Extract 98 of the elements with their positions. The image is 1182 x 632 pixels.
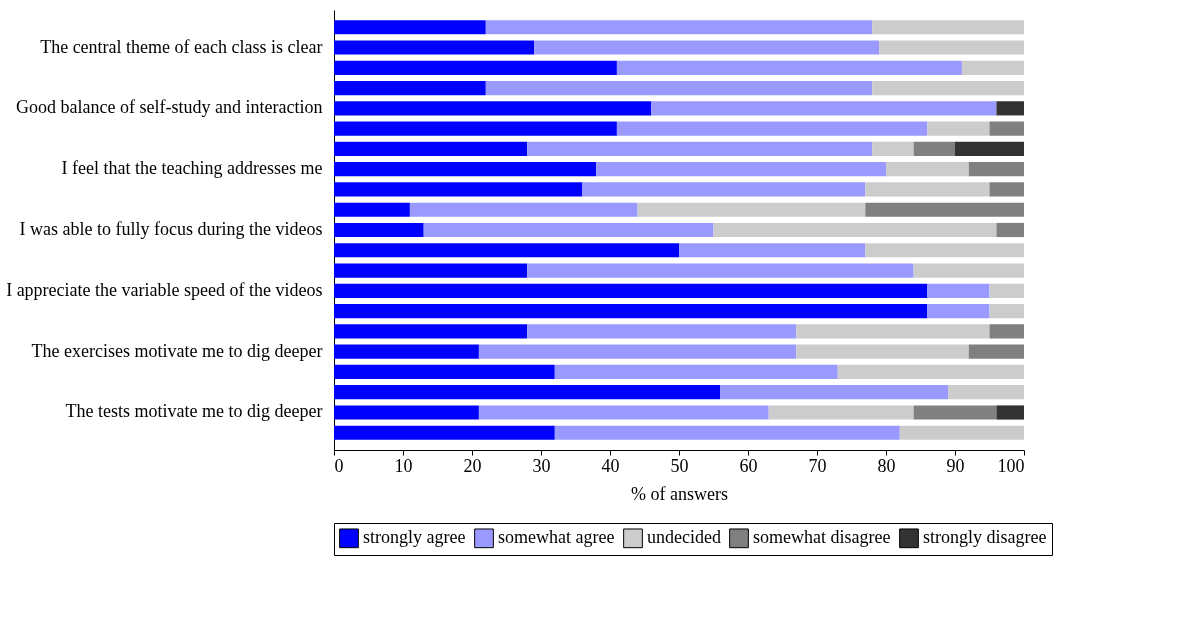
bar (913, 141, 955, 156)
bar (651, 101, 997, 116)
bar (596, 162, 886, 177)
y-tick-label: Good balance of self-study and interaction (16, 97, 323, 118)
bar (996, 222, 1024, 238)
bar (334, 283, 928, 298)
bar (409, 202, 638, 217)
bar (899, 425, 1024, 440)
bar (913, 263, 1024, 278)
bar (616, 60, 962, 75)
bar (796, 324, 990, 339)
bar (334, 324, 528, 339)
bar (334, 182, 583, 197)
bar (968, 162, 1024, 177)
x-tick-label: 70 (808, 455, 827, 476)
bar (334, 162, 597, 177)
bar (989, 283, 1024, 298)
bar (334, 121, 617, 136)
bar (720, 385, 949, 400)
bar (961, 60, 1024, 75)
legend-label: strongly agree (363, 527, 466, 548)
bar (334, 141, 528, 156)
x-tick-label: 30 (532, 455, 551, 476)
legend-label: somewhat disagree (753, 527, 891, 548)
bar (485, 20, 873, 35)
bar (527, 263, 914, 278)
bar (872, 141, 914, 156)
bar (334, 222, 424, 238)
bar (334, 40, 535, 55)
x-tick-label: 40 (601, 455, 620, 476)
bar (948, 385, 1024, 400)
bar (334, 243, 679, 258)
bar (989, 182, 1024, 197)
x-tick-label: 100 (997, 455, 1025, 476)
bar (616, 121, 928, 136)
bar (334, 202, 410, 217)
bar (334, 60, 617, 75)
bar (996, 405, 1024, 420)
x-tick-label: 60 (739, 455, 758, 476)
bar (989, 304, 1024, 319)
legend-label: strongly disagree (923, 527, 1047, 548)
bar (334, 20, 486, 35)
bar (865, 182, 990, 197)
bar (554, 364, 838, 380)
bar (334, 425, 555, 440)
legend-label: somewhat agree (498, 527, 615, 548)
bar (796, 344, 969, 359)
bar (927, 121, 990, 136)
legend-label: undecided (647, 527, 721, 548)
bar (989, 324, 1024, 339)
bar (872, 20, 1024, 35)
bar (554, 425, 900, 440)
y-tick-label: The central theme of each class is clear (40, 36, 323, 57)
bar (927, 304, 990, 319)
bar (527, 141, 873, 156)
x-axis-title: % of answers (631, 483, 728, 504)
y-tick-label: The exercises motivate me to dig deeper (31, 340, 323, 361)
bar (478, 405, 769, 420)
bar (485, 80, 873, 96)
bar (879, 40, 1024, 55)
bar (582, 182, 866, 197)
bar (334, 385, 721, 400)
bar (679, 243, 866, 258)
bar (334, 364, 555, 380)
bar (637, 202, 866, 217)
bar (927, 283, 990, 298)
bar (837, 364, 1024, 380)
y-tick-label: I appreciate the variable speed of the videos (6, 279, 323, 300)
bar (334, 263, 528, 278)
bar (334, 304, 928, 319)
y-tick-label: I was able to fully focus during the videos (19, 219, 323, 239)
x-tick-label: 50 (670, 455, 689, 476)
y-tick-label: The tests motivate me to dig deeper (65, 401, 323, 422)
bar (334, 405, 479, 420)
x-tick-label: 10 (394, 455, 413, 476)
bar (334, 344, 479, 359)
y-tick-label: I feel that the teaching addresses me (61, 158, 323, 179)
bar (886, 162, 969, 177)
bar (989, 121, 1024, 136)
bar (865, 243, 1024, 258)
bar (334, 101, 652, 116)
x-tick-label: 90 (946, 455, 965, 476)
bar (968, 344, 1024, 359)
bar (423, 222, 714, 238)
bar (334, 80, 486, 96)
bar (478, 344, 797, 359)
bar (527, 324, 797, 339)
bar (768, 405, 914, 420)
x-tick-label: 80 (877, 455, 896, 476)
bar (996, 101, 1024, 116)
bar (913, 405, 997, 420)
x-tick-label: 20 (463, 455, 482, 476)
bar (534, 40, 880, 55)
bar (955, 141, 1024, 156)
bar (872, 80, 1024, 96)
x-tick-label: 0 (334, 455, 344, 476)
bar (865, 202, 1024, 217)
bar (713, 222, 997, 238)
